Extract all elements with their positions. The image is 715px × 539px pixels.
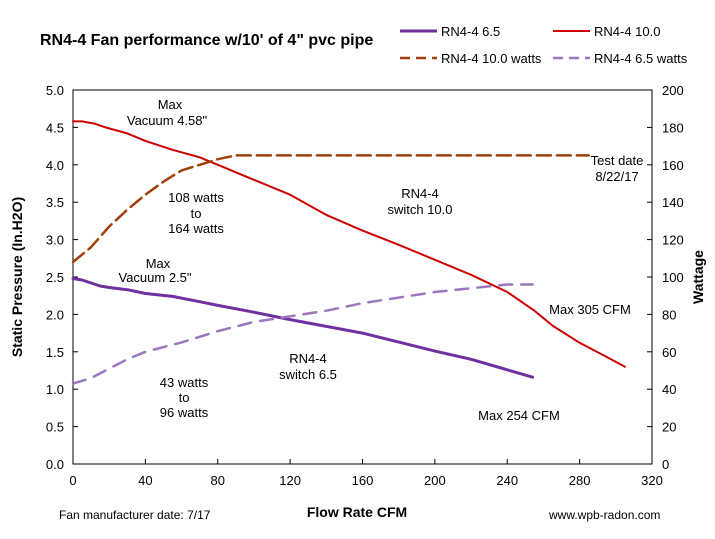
y-tick-label: 3.0 <box>46 233 64 248</box>
series-line-rn4-4-6-5-watts <box>71 283 534 385</box>
y-axis-right: 0 20 40 60 80 100 120 140 160 180 200 <box>647 83 684 472</box>
x-tick-label: 200 <box>424 473 446 488</box>
y2-tick-label: 200 <box>662 83 684 98</box>
legend: RN4-4 6.5 RN4-4 10.0 RN4-4 10.0 watts RN… <box>400 24 688 66</box>
y2-tick-label: 100 <box>662 270 684 285</box>
series-line-rn4-4-10-0 <box>72 120 626 368</box>
annotation-watts-65-line1: 43 watts <box>160 375 209 390</box>
y-tick-label: 2.5 <box>46 270 64 285</box>
legend-label-rn4-4-6-5: RN4-4 6.5 <box>441 24 500 39</box>
annotation-watts-10-line1: 108 watts <box>168 190 224 205</box>
y2-tick-label: 20 <box>662 420 676 435</box>
series-line-rn4-4-10-0-watts <box>71 154 590 264</box>
legend-label-rn4-4-6-5-watts: RN4-4 6.5 watts <box>594 51 688 66</box>
annotation-max-vacuum-10-line2: Vacuum 4.58" <box>127 113 208 128</box>
legend-label-rn4-4-10: RN4-4 10.0 <box>594 24 660 39</box>
y2-tick-label: 40 <box>662 382 676 397</box>
y2-tick-label: 80 <box>662 307 676 322</box>
y2-tick-label: 140 <box>662 195 684 210</box>
annotation-max-305: Max 305 CFM <box>549 302 631 317</box>
y-axis-left: 0.0 0.5 1.0 1.5 2.0 2.5 3.0 3.5 4.0 4.5 5.0 <box>46 83 78 472</box>
annotation-watts-65-line2: to <box>179 390 190 405</box>
footer-website: www.wpb-radon.com <box>548 508 660 522</box>
y2-tick-label: 180 <box>662 120 684 135</box>
y2-axis-title: Wattage <box>690 250 706 304</box>
x-tick-label: 240 <box>496 473 518 488</box>
x-axis: 0 40 80 120 160 200 240 280 320 <box>69 459 663 488</box>
annotation-switch-65-line2: switch 6.5 <box>279 367 337 382</box>
x-tick-label: 160 <box>352 473 374 488</box>
chart-title: RN4-4 Fan performance w/10' of 4" pvc pi… <box>40 32 373 49</box>
y-tick-label: 0.0 <box>46 457 64 472</box>
x-tick-label: 280 <box>569 473 591 488</box>
x-tick-label: 80 <box>211 473 225 488</box>
x-tick-label: 40 <box>138 473 152 488</box>
y-tick-label: 1.5 <box>46 345 64 360</box>
x-axis-title: Flow Rate CFM <box>307 504 407 520</box>
y-tick-label: 3.5 <box>46 195 64 210</box>
annotation-watts-10-line2: to <box>191 206 202 221</box>
y2-tick-label: 160 <box>662 158 684 173</box>
annotation-test-date-line2: 8/22/17 <box>595 169 638 184</box>
annotations: Max Vacuum 4.58" 108 watts to 164 watts … <box>118 97 643 423</box>
y-tick-label: 1.0 <box>46 382 64 397</box>
y-tick-label: 4.0 <box>46 158 64 173</box>
legend-label-rn4-4-10-watts: RN4-4 10.0 watts <box>441 51 542 66</box>
annotation-max-vacuum-65-line2: Vacuum 2.5" <box>118 270 191 285</box>
y-axis-title: Static Pressure (In.H2O) <box>9 197 25 357</box>
annotation-watts-10-line3: 164 watts <box>168 221 224 236</box>
series-line-rn4-4-6-5 <box>71 277 535 379</box>
y-tick-label: 4.5 <box>46 120 64 135</box>
annotation-switch-65-line1: RN4-4 <box>289 351 327 366</box>
annotation-watts-65-line3: 96 watts <box>160 405 209 420</box>
annotation-max-vacuum-65-line1: Max <box>146 256 171 271</box>
annotation-max-254: Max 254 CFM <box>478 408 560 423</box>
y-tick-label: 2.0 <box>46 307 64 322</box>
annotation-test-date-line1: Test date <box>591 153 644 168</box>
y2-tick-label: 60 <box>662 345 676 360</box>
annotation-switch-10-line1: RN4-4 <box>401 186 439 201</box>
x-tick-label: 120 <box>279 473 301 488</box>
footer-manufacturer-date: Fan manufacturer date: 7/17 <box>59 508 211 522</box>
y-tick-label: 0.5 <box>46 420 64 435</box>
y-tick-label: 5.0 <box>46 83 64 98</box>
y2-tick-label: 120 <box>662 233 684 248</box>
x-tick-label: 320 <box>641 473 663 488</box>
annotation-switch-10-line2: switch 10.0 <box>387 202 452 217</box>
annotation-max-vacuum-10-line1: Max <box>158 97 183 112</box>
x-tick-label: 0 <box>69 473 76 488</box>
series-layer <box>71 120 626 385</box>
y2-tick-label: 0 <box>662 457 669 472</box>
